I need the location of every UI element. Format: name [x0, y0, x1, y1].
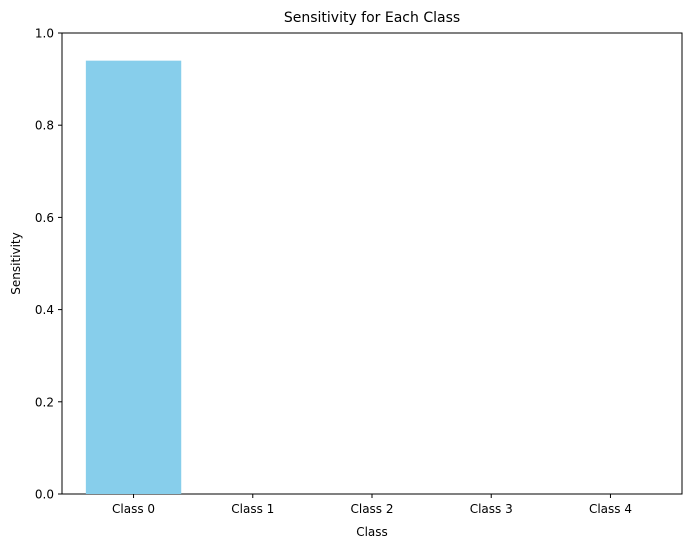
- y-tick-label: 0.6: [35, 211, 54, 225]
- plot-area: 0.0 0.2 0.4 0.6 0.8 1.0 Class 0 Class 1 Class 2…: [35, 27, 683, 516]
- x-axis-label: Class: [356, 525, 388, 539]
- y-tick-label: 1.0: [35, 27, 54, 41]
- y-tick-label: 0.2: [35, 395, 54, 409]
- y-axis-label: Sensitivity: [9, 232, 23, 294]
- x-tick-label: Class 2: [350, 502, 393, 516]
- bar-class-0: [85, 60, 182, 494]
- y-tick-label: 0.0: [35, 488, 54, 502]
- bars-group: [85, 60, 182, 494]
- y-tick-label: 0.4: [35, 303, 54, 317]
- chart-title: Sensitivity for Each Class: [284, 10, 460, 26]
- y-axis: 0.0 0.2 0.4 0.6 0.8 1.0: [35, 27, 62, 502]
- y-tick-label: 0.8: [35, 119, 54, 133]
- x-axis: Class 0 Class 1 Class 2 Class 3 Class 4: [112, 494, 632, 516]
- x-tick-label: Class 3: [470, 502, 513, 516]
- x-tick-label: Class 0: [112, 502, 155, 516]
- x-tick-label: Class 1: [231, 502, 274, 516]
- x-tick-label: Class 4: [589, 502, 632, 516]
